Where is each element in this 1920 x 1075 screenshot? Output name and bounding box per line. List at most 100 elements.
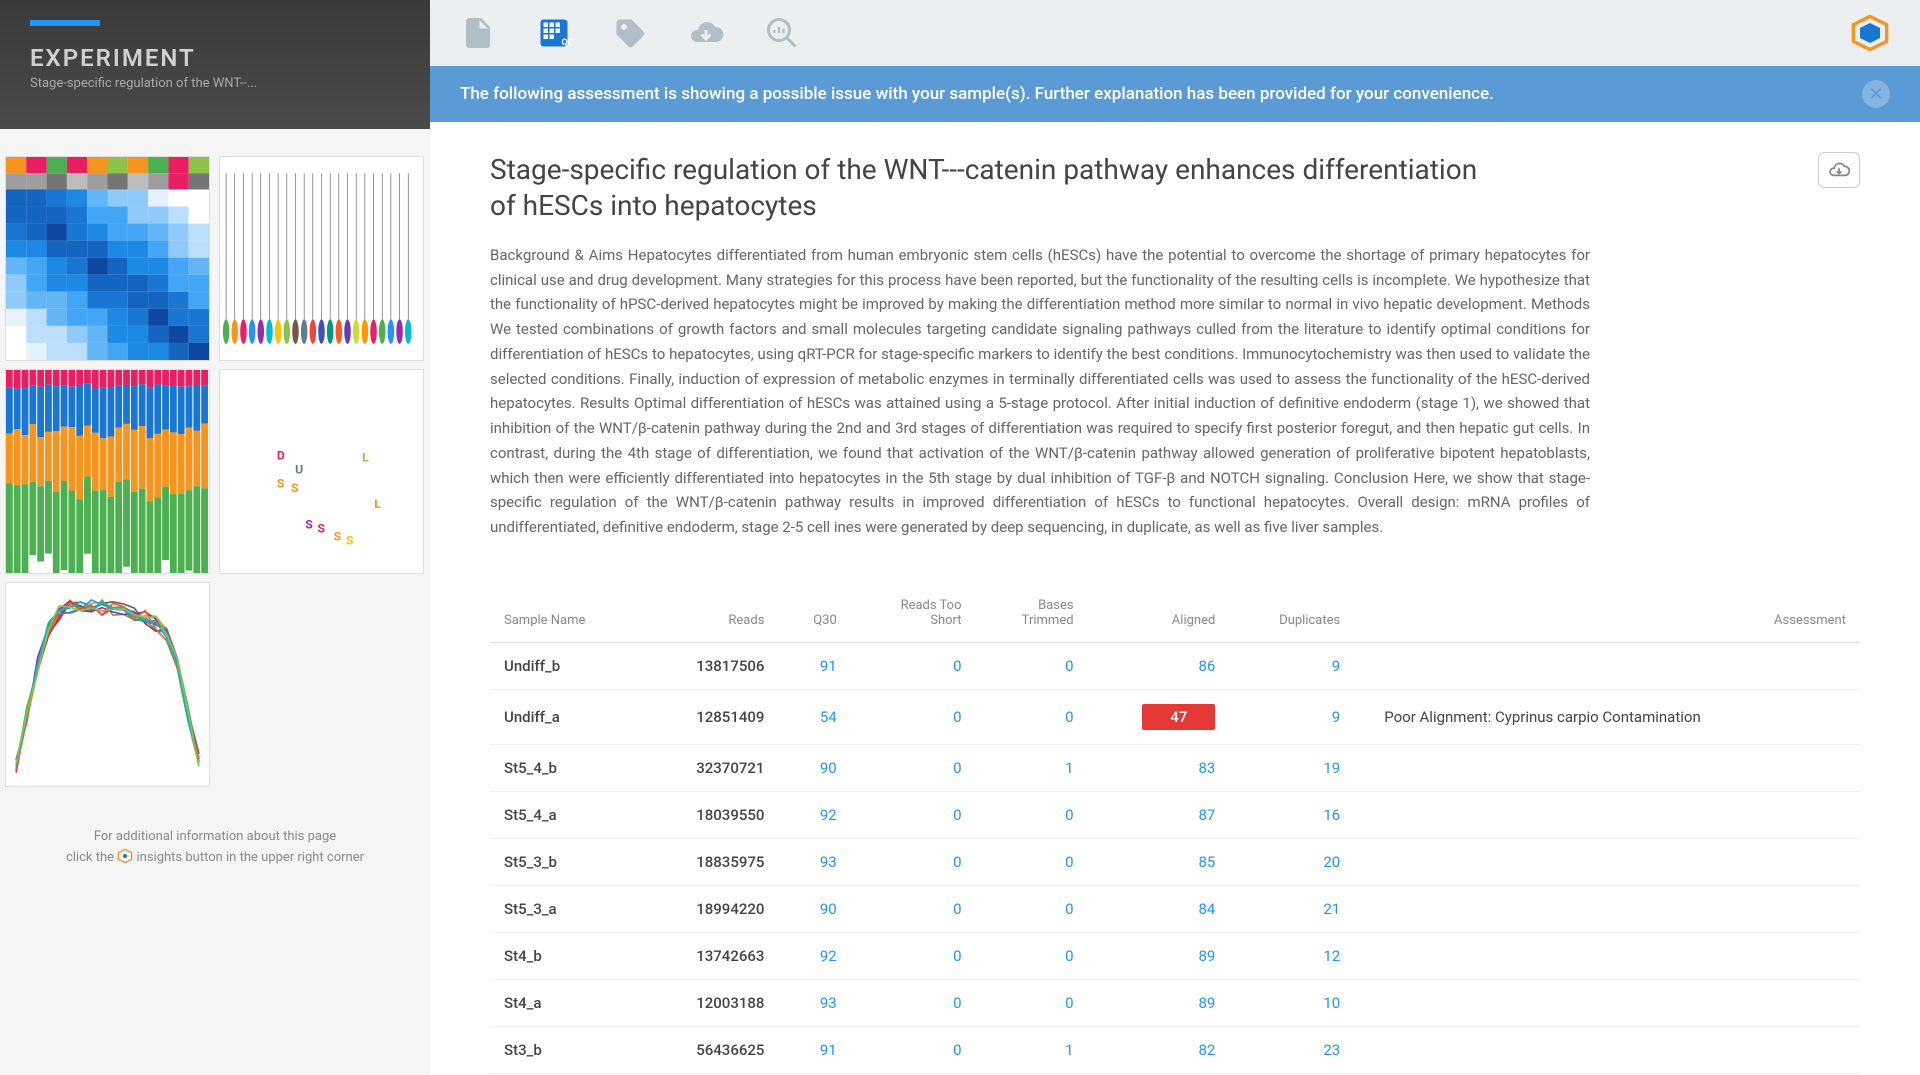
table-row[interactable]: St5_3_a1899422090008421	[490, 885, 1860, 932]
table-cell: 0	[976, 932, 1088, 979]
table-cell: 54	[778, 689, 850, 744]
table-cell: 18994220	[643, 885, 778, 932]
table-cell: 9	[1229, 642, 1354, 689]
table-row[interactable]: St3_b5643662591018223	[490, 1026, 1860, 1073]
table-cell: 0	[976, 838, 1088, 885]
table-header[interactable]: Duplicates	[1229, 590, 1354, 643]
main: QC The following assessment is showing a…	[430, 0, 1920, 1075]
table-cell: 56436625	[643, 1026, 778, 1073]
table-header[interactable]: Aligned	[1088, 590, 1230, 643]
svg-text:L: L	[374, 497, 381, 511]
table-cell: Undiff_a	[490, 689, 643, 744]
table-cell: 47	[1088, 689, 1230, 744]
sidebar-accent	[30, 20, 100, 26]
thumb-stacked[interactable]	[5, 369, 210, 574]
svg-text:S: S	[291, 481, 299, 495]
table-cell: 9	[1229, 689, 1354, 744]
table-header[interactable]: Assessment	[1354, 590, 1860, 643]
svg-text:S: S	[305, 517, 313, 531]
table-cell: 0	[976, 885, 1088, 932]
table-cell: 92	[778, 932, 850, 979]
table-cell: 0	[851, 885, 976, 932]
table-body: Undiff_b138175069100869Undiff_a128514095…	[490, 642, 1860, 1073]
svg-text:L: L	[362, 450, 369, 464]
table-cell: 21	[1229, 885, 1354, 932]
table-header[interactable]: BasesTrimmed	[976, 590, 1088, 643]
table-cell: 0	[851, 791, 976, 838]
alert-close-button[interactable]: ✕	[1862, 80, 1890, 108]
thumb-scatter[interactable]: DUSSLSSSSL	[219, 369, 424, 574]
search-chart-icon[interactable]	[764, 15, 800, 51]
thumb-lines[interactable]	[5, 582, 210, 787]
svg-text:QC: QC	[562, 38, 573, 48]
table-cell: Poor Alignment: Cyprinus carpio Contamin…	[1354, 689, 1860, 744]
table-cell: Undiff_b	[490, 642, 643, 689]
table-cell: St5_3_b	[490, 838, 643, 885]
table-cell: 82	[1088, 1026, 1230, 1073]
table-cell: 1	[976, 1026, 1088, 1073]
download-button[interactable]	[1818, 152, 1860, 188]
svg-text:S: S	[317, 521, 325, 535]
table-cell: 0	[851, 642, 976, 689]
table-cell: 93	[778, 979, 850, 1026]
table-cell: 0	[976, 689, 1088, 744]
table-cell	[1354, 642, 1860, 689]
table-cell: 16	[1229, 791, 1354, 838]
table-header[interactable]: Q30	[778, 590, 850, 643]
thumb-heatmap[interactable]	[5, 156, 210, 361]
thumb-violins[interactable]	[219, 156, 424, 361]
table-row[interactable]: St4_a1200318893008910	[490, 979, 1860, 1026]
table-cell: 0	[851, 979, 976, 1026]
title-row: Stage-specific regulation of the WNT---c…	[490, 152, 1860, 225]
insights-icon	[117, 848, 133, 864]
table-cell	[1354, 791, 1860, 838]
table-cell: 13742663	[643, 932, 778, 979]
table-cell: St5_4_a	[490, 791, 643, 838]
table-cell: St5_3_a	[490, 885, 643, 932]
table-header[interactable]: Reads	[643, 590, 778, 643]
abstract: Background & Aims Hepatocytes differenti…	[490, 243, 1590, 540]
table-row[interactable]: St5_3_b1883597593008520	[490, 838, 1860, 885]
table-row[interactable]: Undiff_a128514095400479Poor Alignment: C…	[490, 689, 1860, 744]
table-header-row: Sample NameReadsQ30Reads TooShortBasesTr…	[490, 590, 1860, 643]
table-cell: 91	[778, 642, 850, 689]
table-cell: 0	[976, 791, 1088, 838]
table-row[interactable]: St5_4_b3237072190018319	[490, 744, 1860, 791]
table-cell: 0	[851, 744, 976, 791]
table-cell: 18039550	[643, 791, 778, 838]
table-cell: 19	[1229, 744, 1354, 791]
sidebar-footer: For additional information about this pa…	[0, 797, 430, 899]
table-row[interactable]: St4_b1374266392008912	[490, 932, 1860, 979]
alert-banner: The following assessment is showing a po…	[430, 66, 1920, 122]
content: Stage-specific regulation of the WNT---c…	[430, 122, 1920, 1075]
svg-text:S: S	[334, 530, 342, 544]
footer-line2: click the insights button in the upper r…	[20, 848, 410, 869]
table-cell: 87	[1088, 791, 1230, 838]
table-cell: 84	[1088, 885, 1230, 932]
app-logo[interactable]	[1850, 13, 1890, 53]
footer-line1: For additional information about this pa…	[20, 827, 410, 848]
tag-icon[interactable]	[612, 15, 648, 51]
topbar: QC	[430, 0, 1920, 66]
table-cell	[1354, 979, 1860, 1026]
sidebar-title: EXPERIMENT	[30, 44, 400, 72]
svg-text:D: D	[277, 448, 285, 462]
table-cell	[1354, 932, 1860, 979]
table-header[interactable]: Reads TooShort	[851, 590, 976, 643]
table-cell: 0	[851, 932, 976, 979]
table-cell: 89	[1088, 932, 1230, 979]
table-header[interactable]: Sample Name	[490, 590, 643, 643]
table-row[interactable]: Undiff_b138175069100869	[490, 642, 1860, 689]
table-cell: 23	[1229, 1026, 1354, 1073]
qc-grid-icon[interactable]: QC	[536, 15, 572, 51]
table-cell: 10	[1229, 979, 1354, 1026]
table-cell: 0	[851, 689, 976, 744]
qc-table: Sample NameReadsQ30Reads TooShortBasesTr…	[490, 590, 1860, 1074]
sidebar-subtitle: Stage-specific regulation of the WNT--..…	[30, 76, 400, 91]
cloud-download-icon[interactable]	[688, 15, 724, 51]
table-row[interactable]: St5_4_a1803955092008716	[490, 791, 1860, 838]
page-title: Stage-specific regulation of the WNT---c…	[490, 152, 1490, 225]
table-cell	[1354, 1026, 1860, 1073]
document-icon[interactable]	[460, 15, 496, 51]
table-cell: St4_a	[490, 979, 643, 1026]
